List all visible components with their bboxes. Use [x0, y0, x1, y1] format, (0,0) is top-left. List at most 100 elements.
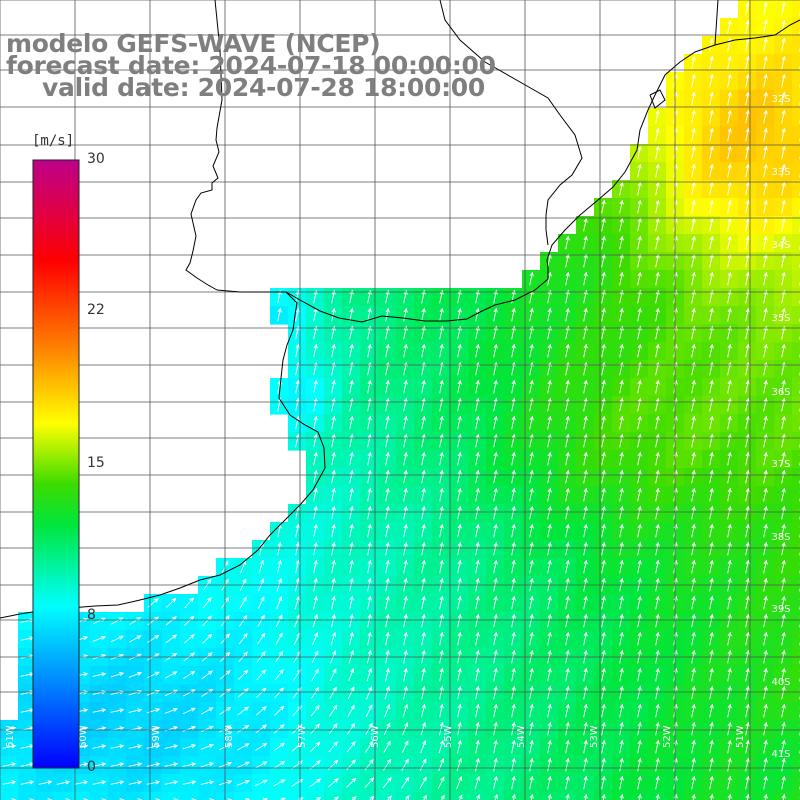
wind-arrow: [182, 762, 197, 767]
wind-arrow: [763, 739, 768, 754]
wind-arrow: [367, 451, 372, 466]
wind-arrow: [781, 631, 786, 646]
wind-arrow: [529, 793, 534, 800]
wind-arrow: [781, 739, 786, 754]
wind-arrow: [619, 559, 624, 574]
wind-arrow: [237, 706, 250, 716]
wind-arrow: [691, 775, 696, 790]
wind-arrow: [511, 631, 516, 646]
wind-arrow: [655, 343, 660, 358]
wind-arrow: [349, 415, 354, 430]
coastline-uruguay-interior: [439, 0, 583, 246]
speed-cell: [792, 180, 800, 199]
wind-arrow: [583, 685, 588, 700]
wind-arrow: [583, 667, 588, 682]
wind-arrow: [745, 1, 750, 16]
wind-arrow: [182, 725, 197, 732]
wind-arrow: [276, 595, 283, 610]
wind-arrow: [601, 685, 606, 700]
wind-arrow: [691, 397, 696, 412]
wind-arrow: [331, 559, 336, 574]
wind-arrow: [781, 451, 786, 466]
wind-arrow: [781, 145, 786, 160]
wind-arrow: [367, 415, 372, 430]
wind-arrow: [254, 779, 268, 787]
wind-arrow: [421, 613, 426, 628]
wind-arrow: [439, 415, 444, 430]
wind-arrow: [439, 289, 444, 304]
wind-arrow: [637, 217, 642, 232]
wind-arrow: [475, 757, 480, 772]
wind-arrow: [691, 343, 696, 358]
wind-arrow: [110, 762, 125, 767]
wind-arrow: [745, 739, 750, 754]
speed-cell: [90, 792, 109, 800]
wind-arrow: [458, 794, 463, 800]
wind-arrow: [493, 379, 498, 394]
wind-arrow: [511, 559, 516, 574]
wind-arrow: [364, 777, 374, 789]
speed-cell: [792, 774, 800, 793]
wind-arrow: [655, 541, 660, 556]
wind-arrow: [493, 343, 498, 358]
wind-arrow: [655, 145, 660, 160]
speed-cell: [270, 792, 289, 800]
wind-arrow: [727, 235, 732, 250]
wind-arrow: [547, 469, 552, 484]
speed-cell: [0, 792, 19, 800]
wind-arrow: [745, 397, 750, 412]
wind-arrow: [601, 793, 606, 800]
wind-arrow: [655, 199, 660, 214]
wind-arrow: [709, 271, 714, 286]
wind-arrow: [422, 794, 428, 800]
wind-arrow: [331, 415, 336, 430]
wind-arrow: [745, 289, 750, 304]
wind-arrow: [709, 541, 714, 556]
wind-arrow: [709, 451, 714, 466]
wind-arrow: [565, 433, 570, 448]
speed-cell: [792, 666, 800, 685]
wind-arrow: [547, 667, 552, 682]
wind-arrow: [745, 631, 750, 646]
wind-arrow: [146, 708, 161, 714]
wind-arrow: [493, 631, 498, 646]
wind-arrow: [367, 541, 372, 556]
wind-arrow: [493, 505, 498, 520]
wind-arrow: [691, 181, 696, 196]
wind-arrow: [164, 744, 179, 749]
wind-arrow: [601, 235, 606, 250]
speed-cell: [126, 792, 145, 800]
wind-arrow: [655, 505, 660, 520]
wind-arrow: [529, 613, 534, 628]
wind-arrow: [619, 739, 624, 754]
wind-arrow: [781, 127, 786, 142]
wind-arrow: [402, 721, 409, 736]
wind-arrow: [691, 595, 696, 610]
wind-arrow: [709, 487, 714, 502]
wind-arrow: [421, 343, 426, 358]
wind-arrow: [255, 742, 268, 751]
wind-arrow: [763, 559, 768, 574]
wind-arrow: [349, 487, 354, 502]
wind-arrow: [439, 541, 444, 556]
wind-arrow: [709, 613, 714, 628]
wind-arrow: [601, 703, 606, 718]
wind-arrow: [439, 703, 444, 718]
wind-arrow: [691, 73, 696, 88]
wind-arrow: [763, 685, 768, 700]
speed-cell: [792, 468, 800, 487]
wind-arrow: [439, 523, 444, 538]
wind-arrow: [709, 181, 714, 196]
wind-arrow: [327, 778, 339, 788]
wind-arrow: [475, 685, 480, 700]
wind-arrow: [511, 757, 516, 772]
wind-arrow: [110, 780, 125, 785]
wind-arrow: [349, 505, 354, 520]
wind-arrow: [655, 469, 660, 484]
wind-arrow: [184, 615, 195, 626]
wind-arrow: [565, 559, 570, 574]
wind-arrow: [727, 289, 732, 304]
wind-arrow: [781, 793, 786, 800]
wind-arrow: [601, 415, 606, 430]
